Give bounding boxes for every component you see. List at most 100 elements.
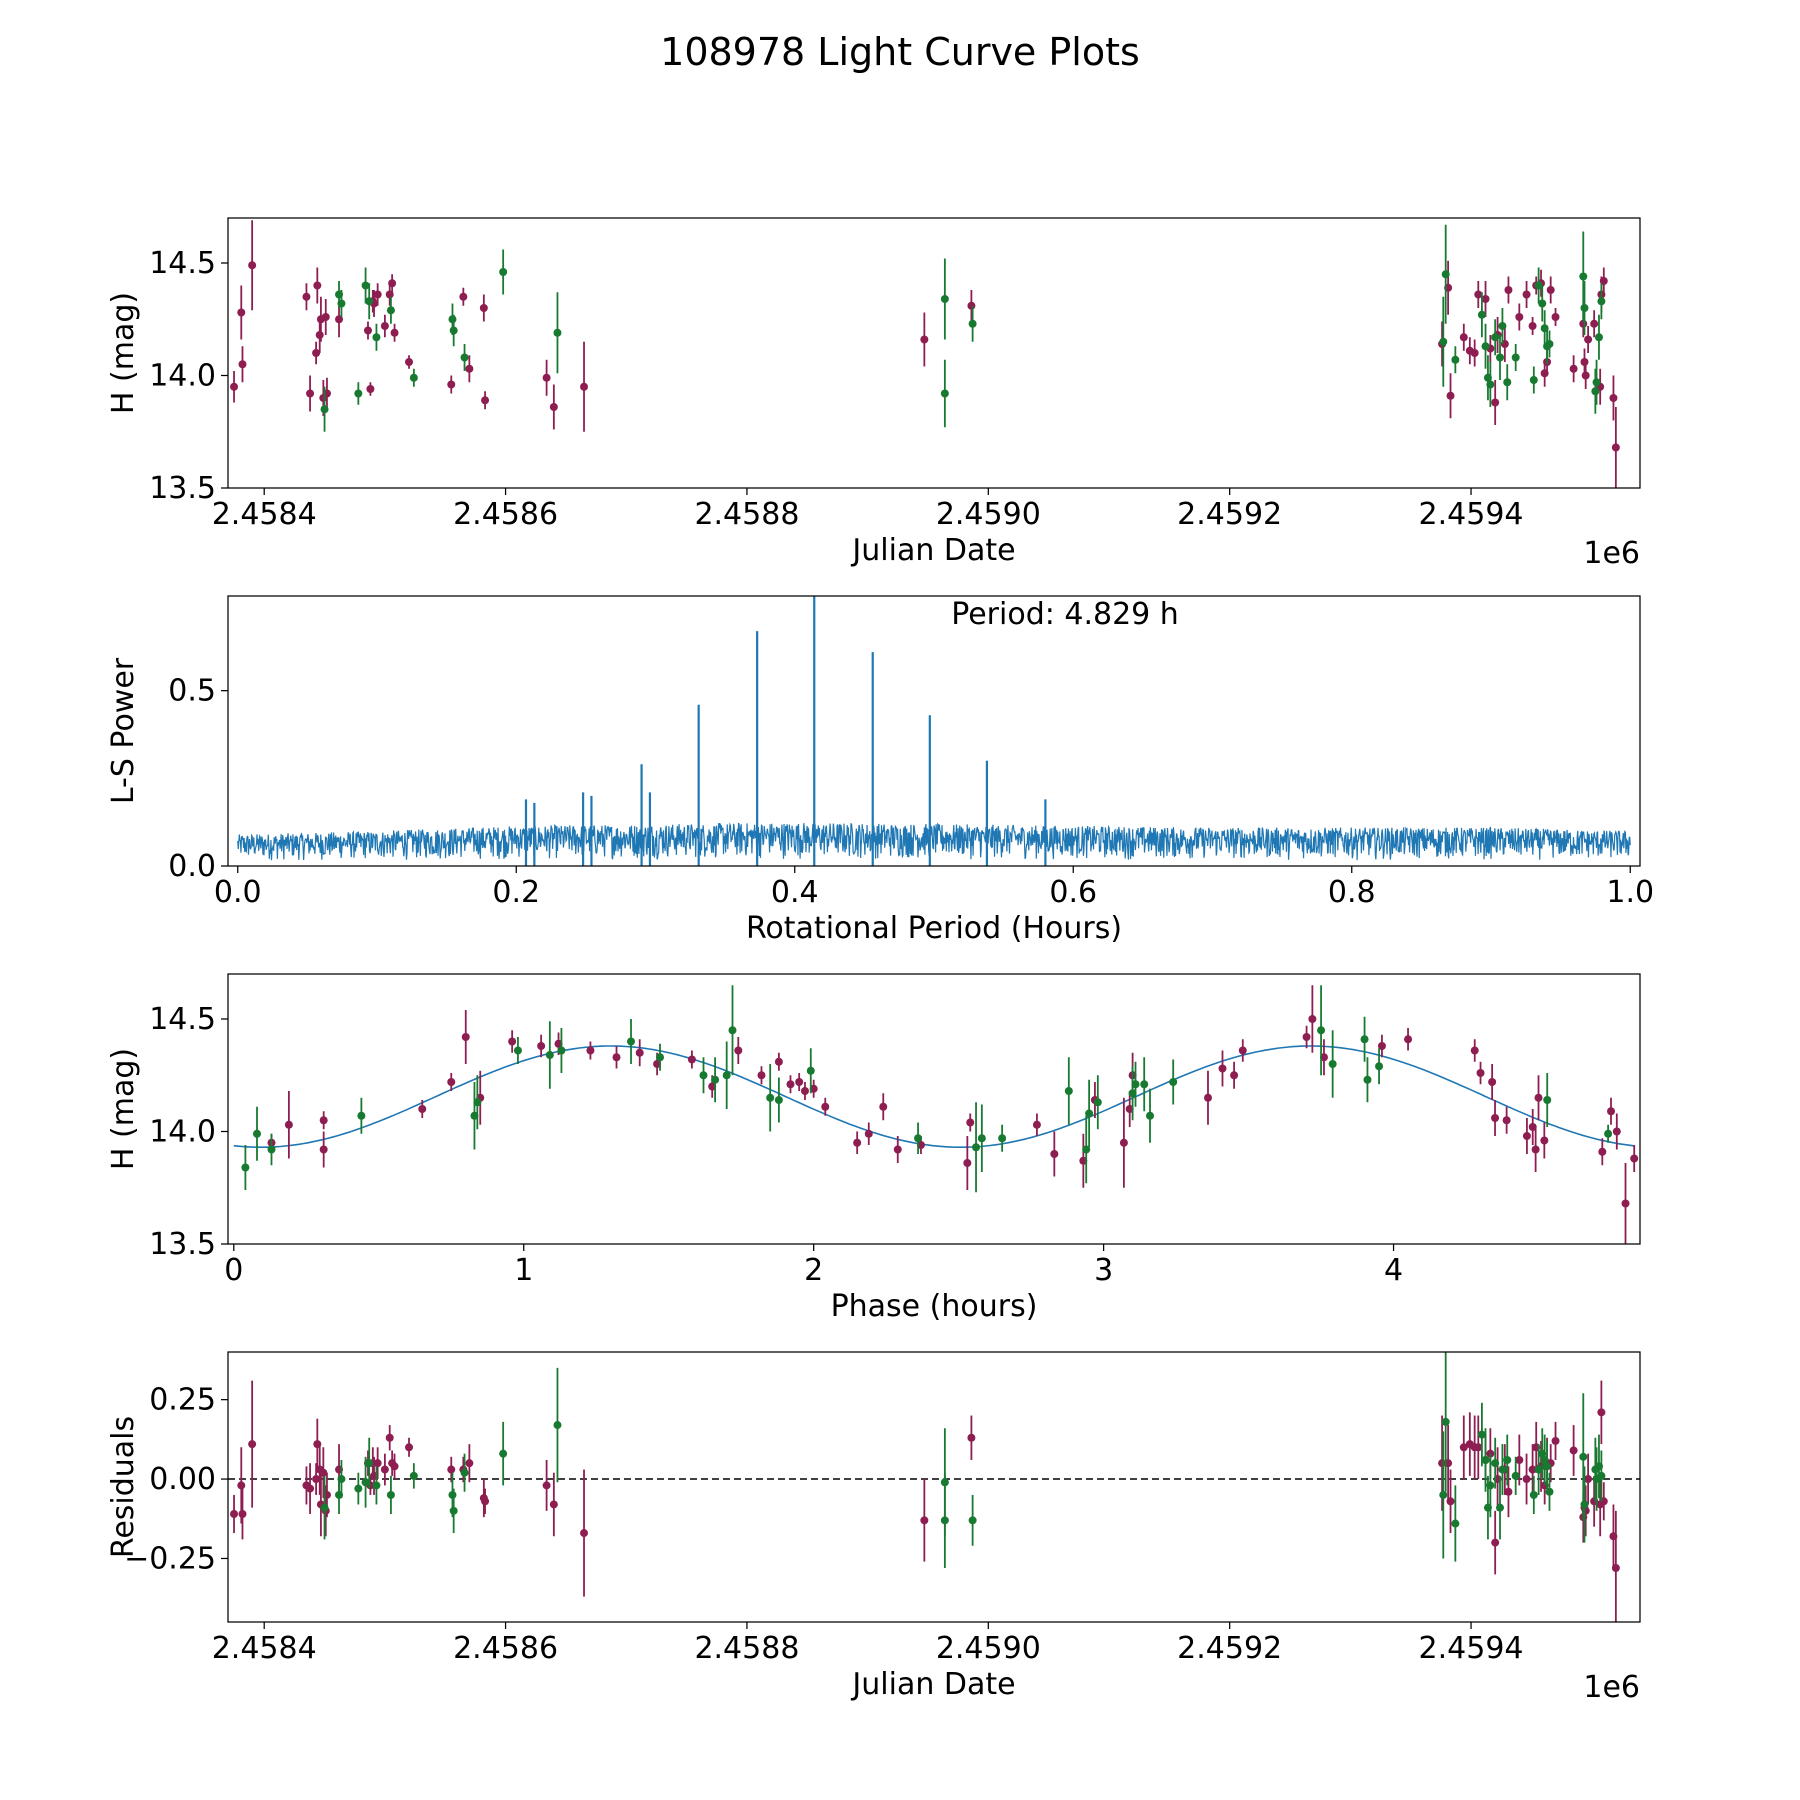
- red-data-point: [542, 359, 551, 396]
- data-marker: [1545, 340, 1554, 348]
- red-data-point: [405, 355, 414, 369]
- green-data-point: [361, 1456, 370, 1508]
- red-data-point: [920, 1479, 929, 1562]
- data-marker: [1470, 1046, 1479, 1055]
- data-marker: [1515, 313, 1524, 321]
- data-marker: [380, 322, 389, 330]
- x-tick-label: 1.0: [1606, 875, 1654, 910]
- data-marker: [390, 1462, 399, 1471]
- data-marker: [1621, 1199, 1630, 1208]
- red-data-point: [920, 312, 929, 367]
- red-data-point: [248, 220, 257, 311]
- red-data-point: [230, 1494, 239, 1534]
- red-data-point: [1504, 1466, 1513, 1518]
- red-data-point: [481, 1488, 490, 1514]
- plot-area: [233, 985, 1639, 1244]
- green-data-point: [1592, 359, 1601, 405]
- green-data-point: [1441, 1352, 1450, 1492]
- data-marker: [1317, 1026, 1326, 1035]
- data-marker: [1584, 335, 1593, 344]
- data-marker: [1522, 1132, 1531, 1140]
- red-data-point: [366, 382, 375, 396]
- data-marker: [1498, 1465, 1507, 1474]
- red-data-point: [1522, 1118, 1531, 1154]
- data-marker: [380, 1465, 389, 1474]
- red-data-point: [1032, 1113, 1041, 1136]
- green-data-point: [728, 985, 737, 1076]
- green-data-point: [1591, 368, 1600, 414]
- data-marker: [1504, 1487, 1513, 1496]
- green-data-point: [1169, 1059, 1178, 1105]
- data-marker: [1486, 1481, 1495, 1490]
- green-data-point: [972, 1102, 981, 1193]
- data-marker: [361, 281, 370, 290]
- red-data-point: [580, 1469, 589, 1597]
- data-marker: [373, 290, 382, 299]
- data-marker: [699, 1071, 708, 1080]
- green-data-point: [365, 1437, 374, 1489]
- data-marker: [553, 328, 562, 337]
- data-marker: [879, 1102, 888, 1111]
- data-marker: [409, 1471, 418, 1480]
- data-marker: [465, 364, 474, 373]
- data-marker: [1481, 1456, 1490, 1464]
- red-data-point: [481, 391, 490, 410]
- green-data-point: [1498, 1444, 1507, 1495]
- data-marker: [337, 1475, 346, 1484]
- x-axis-label: Julian Date: [850, 533, 1015, 568]
- red-data-point: [1584, 1453, 1593, 1505]
- data-marker: [774, 1096, 783, 1104]
- data-marker: [1522, 290, 1531, 299]
- data-marker: [1441, 1417, 1450, 1426]
- red-data-point: [447, 1073, 456, 1091]
- data-marker: [1590, 319, 1599, 328]
- green-data-point: [1496, 1475, 1505, 1540]
- data-marker: [1504, 286, 1513, 294]
- data-marker: [1477, 1430, 1486, 1439]
- data-marker: [1360, 1035, 1369, 1044]
- y-axis-label: L-S Power: [106, 657, 141, 804]
- red-data-point: [1488, 1064, 1497, 1100]
- red-data-point: [1446, 373, 1455, 419]
- green-data-point: [1486, 1453, 1495, 1518]
- data-marker: [920, 1516, 929, 1525]
- data-marker: [319, 1116, 328, 1125]
- red-data-point: [1203, 1070, 1212, 1125]
- data-marker: [972, 1143, 981, 1152]
- red-data-point: [586, 1041, 595, 1060]
- red-data-point: [319, 1131, 328, 1168]
- red-data-point: [321, 299, 330, 335]
- data-marker: [1569, 364, 1578, 373]
- red-data-point: [302, 283, 311, 311]
- y-tick-label: 13.5: [149, 471, 216, 506]
- data-marker: [365, 1459, 374, 1468]
- data-marker: [365, 297, 374, 306]
- period-annotation: Period: 4.829 h: [951, 597, 1179, 632]
- red-data-point: [1528, 317, 1537, 335]
- green-data-point: [361, 267, 370, 304]
- y-axis-label: H (mag): [106, 1048, 141, 1170]
- data-marker: [1093, 1098, 1102, 1107]
- green-data-point: [553, 1367, 562, 1483]
- x-tick-label: 0.4: [771, 875, 819, 910]
- data-marker: [1511, 1471, 1520, 1480]
- data-marker: [1131, 1080, 1140, 1089]
- data-marker: [968, 1516, 977, 1525]
- green-data-point: [1363, 1057, 1372, 1103]
- red-data-point: [1528, 1444, 1537, 1495]
- green-data-point: [699, 1057, 708, 1094]
- red-data-point: [1446, 1469, 1455, 1534]
- green-data-point: [267, 1133, 276, 1166]
- data-marker: [1598, 1147, 1607, 1156]
- data-marker: [967, 1433, 976, 1442]
- plot-area: [237, 596, 1631, 866]
- data-marker: [1496, 353, 1505, 362]
- data-marker: [1604, 1129, 1613, 1138]
- red-data-point: [465, 355, 474, 383]
- y-tick-label: 0.25: [149, 1383, 216, 1418]
- data-marker: [1503, 1456, 1512, 1464]
- green-data-point: [337, 1460, 346, 1499]
- data-marker: [363, 326, 372, 335]
- green-data-point: [977, 1104, 986, 1172]
- data-marker: [284, 1120, 293, 1129]
